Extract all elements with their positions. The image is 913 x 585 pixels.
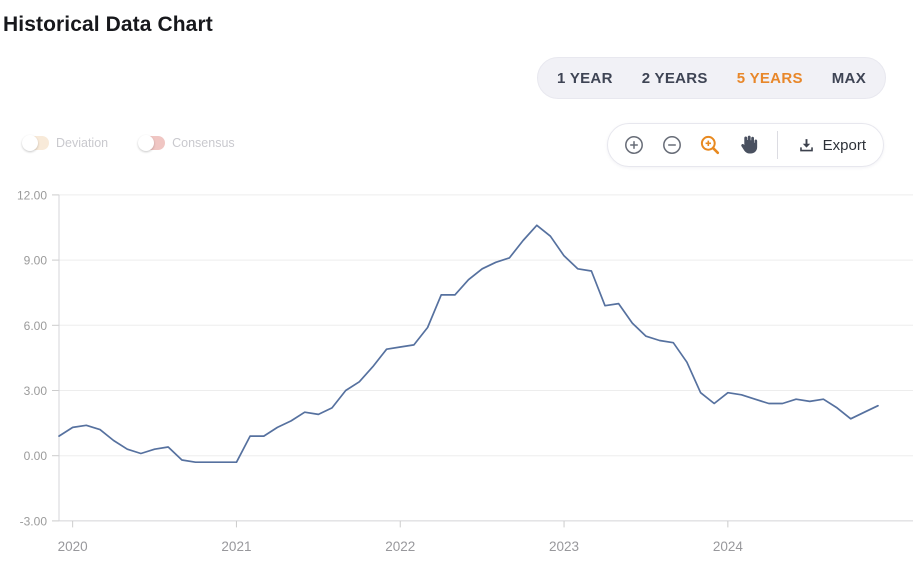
deviation-toggle[interactable]: Deviation [22,135,109,151]
range-selector: 1 YEAR 2 YEARS 5 YEARS MAX [536,57,886,99]
y-axis-label: 6.00 [24,319,48,333]
x-axis-label: 2020 [58,539,88,554]
deviation-toggle-track[interactable] [22,135,49,151]
pan-button[interactable] [735,132,761,158]
download-icon [799,138,813,151]
consensus-toggle-label: Consensus [172,136,235,150]
line-chart[interactable]: 12.00 9.00 6.00 3.00 0.00 -3.00 2020 2021 2022 20… [0,180,913,565]
range-option-1-year[interactable]: 1 YEAR [556,69,613,87]
zoom-selection-button[interactable] [697,132,723,158]
x-axis-label: 2021 [221,539,251,554]
range-option-max[interactable]: MAX [831,69,866,87]
range-option-2-years[interactable]: 2 YEARS [641,69,708,87]
zoom-in-icon [624,136,643,154]
y-axis-label: 0.00 [24,449,48,463]
y-axis-label: -3.00 [20,514,48,528]
chart-toolbar: Export [606,123,884,167]
zoom-out-icon [662,136,681,154]
x-axis-label: 2024 [713,539,744,554]
consensus-toggle-knob [138,135,155,151]
consensus-toggle-track[interactable] [138,135,166,151]
x-axis-label: 2022 [385,539,415,554]
zoom-out-button[interactable] [659,132,685,158]
y-axis-label: 12.00 [17,188,47,202]
x-axis-label: 2023 [549,539,579,554]
data-series-line [58,224,879,464]
export-label: Export [822,136,866,154]
series-toggles: Deviation Consensus [22,135,235,151]
y-axis-label: 9.00 [24,254,48,268]
deviation-toggle-label: Deviation [56,136,109,150]
y-axis-label: 3.00 [24,384,48,398]
page-title: Historical Data Chart [3,13,213,36]
zoom-in-button[interactable] [621,132,647,158]
deviation-toggle-knob [22,135,38,151]
consensus-toggle[interactable]: Consensus [138,135,235,151]
range-option-5-years[interactable]: 5 YEARS [736,69,803,87]
export-button[interactable]: Export [794,137,870,154]
pan-icon [740,135,757,154]
toolbar-divider [776,131,778,159]
zoom-selection-icon [700,135,719,155]
